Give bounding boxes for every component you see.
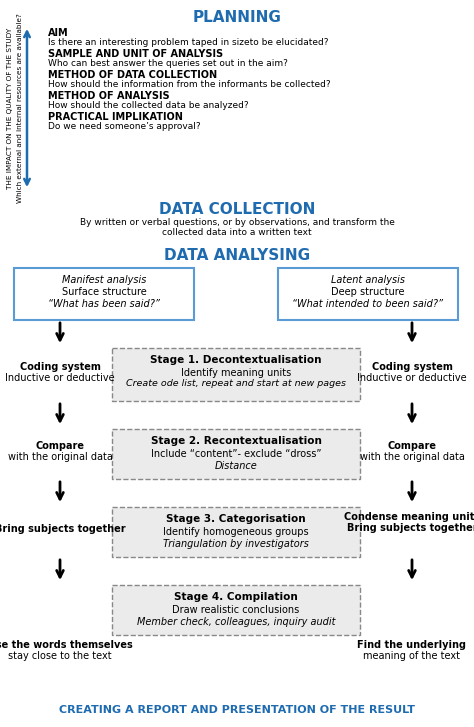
Text: METHOD OF ANALYSIS: METHOD OF ANALYSIS bbox=[48, 91, 170, 101]
Text: How should the collected data be analyzed?: How should the collected data be analyze… bbox=[48, 101, 249, 110]
Text: Inductive or deductive: Inductive or deductive bbox=[357, 373, 467, 383]
Text: DATA COLLECTION: DATA COLLECTION bbox=[159, 202, 315, 217]
Text: PRACTICAL IMPLIKATION: PRACTICAL IMPLIKATION bbox=[48, 112, 183, 122]
Text: Identify meaning units: Identify meaning units bbox=[181, 368, 291, 378]
Text: Create ode list, repeat and start at new pages: Create ode list, repeat and start at new… bbox=[126, 379, 346, 388]
Text: THE IMPACT ON THE QUALITY OF THE STUDY: THE IMPACT ON THE QUALITY OF THE STUDY bbox=[7, 28, 13, 188]
Text: By written or verbal questions, or by observations, and transform the: By written or verbal questions, or by ob… bbox=[80, 218, 394, 227]
Text: Deep structure: Deep structure bbox=[331, 287, 405, 297]
Text: collected data into a written text: collected data into a written text bbox=[162, 228, 312, 237]
Text: Surface structure: Surface structure bbox=[62, 287, 146, 297]
Bar bbox=[112, 348, 360, 401]
Text: with the original data: with the original data bbox=[8, 452, 112, 462]
Text: Is there an interesting problem taped in sizeto be elucidated?: Is there an interesting problem taped in… bbox=[48, 38, 328, 47]
Text: Identify homogeneous groups: Identify homogeneous groups bbox=[163, 527, 309, 537]
Bar bbox=[112, 507, 360, 557]
Text: CREATING A REPORT AND PRESENTATION OF THE RESULT: CREATING A REPORT AND PRESENTATION OF TH… bbox=[59, 705, 415, 715]
Text: meaning of the text: meaning of the text bbox=[364, 651, 461, 661]
Bar bbox=[112, 585, 360, 635]
Text: Distance: Distance bbox=[215, 461, 257, 471]
Text: Stage 3. Categorisation: Stage 3. Categorisation bbox=[166, 514, 306, 524]
Text: Include “content”- exclude “dross”: Include “content”- exclude “dross” bbox=[151, 449, 321, 459]
Text: “What has been said?”: “What has been said?” bbox=[48, 299, 160, 309]
Text: Latent analysis: Latent analysis bbox=[331, 275, 405, 285]
Text: DATA ANALYSING: DATA ANALYSING bbox=[164, 248, 310, 263]
Text: Which external and internal resources are available?: Which external and internal resources ar… bbox=[17, 13, 23, 203]
Text: Stage 2. Recontextualisation: Stage 2. Recontextualisation bbox=[151, 436, 321, 446]
Bar bbox=[112, 429, 360, 479]
Text: Stage 4. Compilation: Stage 4. Compilation bbox=[174, 592, 298, 602]
Text: Condense meaning units: Condense meaning units bbox=[344, 512, 474, 522]
Text: Coding system: Coding system bbox=[19, 362, 100, 372]
Text: Use the words themselves: Use the words themselves bbox=[0, 640, 132, 650]
Text: Bring subjects together: Bring subjects together bbox=[346, 523, 474, 533]
Text: Find the underlying: Find the underlying bbox=[357, 640, 466, 650]
Text: with the original data: with the original data bbox=[360, 452, 465, 462]
Text: Member check, colleagues, inquiry audit: Member check, colleagues, inquiry audit bbox=[137, 617, 335, 627]
Text: Stage 1. Decontextualisation: Stage 1. Decontextualisation bbox=[150, 355, 322, 365]
Text: AIM: AIM bbox=[48, 28, 69, 38]
Text: Bring subjects together: Bring subjects together bbox=[0, 524, 125, 534]
Text: METHOD OF DATA COLLECTION: METHOD OF DATA COLLECTION bbox=[48, 70, 217, 80]
Text: How should the information from the informants be collected?: How should the information from the info… bbox=[48, 80, 331, 89]
Text: “What intended to been said?”: “What intended to been said?” bbox=[292, 299, 444, 309]
Text: Compare: Compare bbox=[388, 441, 437, 451]
Text: Triangulation by investigators: Triangulation by investigators bbox=[163, 539, 309, 549]
Text: Draw realistic conclusions: Draw realistic conclusions bbox=[173, 605, 300, 615]
Bar bbox=[278, 268, 458, 320]
Text: Compare: Compare bbox=[36, 441, 84, 451]
Text: Manifest analysis: Manifest analysis bbox=[62, 275, 146, 285]
Text: stay close to the text: stay close to the text bbox=[8, 651, 112, 661]
Text: SAMPLE AND UNIT OF ANALYSIS: SAMPLE AND UNIT OF ANALYSIS bbox=[48, 49, 223, 59]
Text: Coding system: Coding system bbox=[372, 362, 453, 372]
Bar bbox=[14, 268, 194, 320]
Text: Who can best answer the queries set out in the aim?: Who can best answer the queries set out … bbox=[48, 59, 288, 68]
Text: Do we need someone’s approval?: Do we need someone’s approval? bbox=[48, 122, 201, 131]
Text: PLANNING: PLANNING bbox=[192, 10, 282, 25]
Text: Inductive or deductive: Inductive or deductive bbox=[5, 373, 115, 383]
